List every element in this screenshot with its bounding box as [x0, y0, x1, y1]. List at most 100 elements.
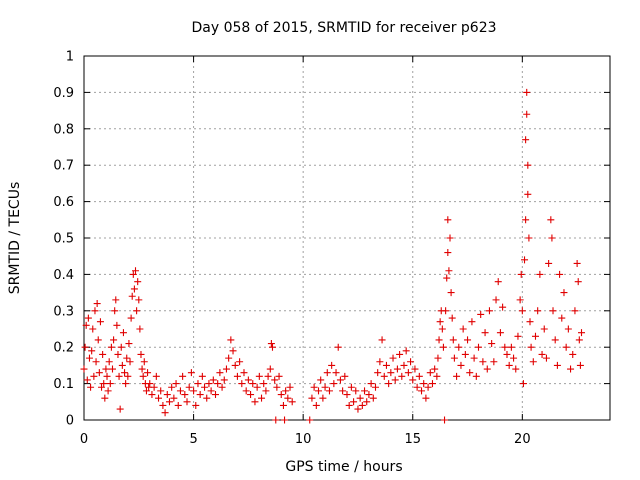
data-point	[450, 354, 458, 362]
data-point	[119, 329, 127, 337]
data-point	[236, 358, 244, 366]
data-point	[325, 387, 333, 395]
data-point	[354, 405, 362, 413]
data-point	[492, 296, 500, 304]
data-point	[485, 307, 493, 315]
data-point	[262, 387, 270, 395]
data-point	[522, 136, 530, 144]
data-point	[176, 387, 184, 395]
data-point	[521, 256, 529, 264]
data-point	[523, 88, 531, 96]
data-point	[127, 314, 135, 322]
data-point	[277, 391, 285, 399]
data-point	[453, 372, 461, 380]
data-point	[273, 383, 281, 391]
data-point	[201, 383, 209, 391]
data-point	[455, 343, 463, 351]
data-point	[341, 372, 349, 380]
data-point	[503, 350, 511, 358]
data-point	[242, 387, 250, 395]
data-point	[380, 372, 388, 380]
data-point	[553, 361, 561, 369]
data-point	[84, 314, 92, 322]
data-point	[212, 391, 219, 399]
data-point	[435, 336, 443, 344]
data-point	[501, 343, 509, 351]
data-point	[240, 369, 248, 377]
data-point	[116, 405, 124, 413]
data-point	[205, 380, 213, 388]
data-point	[475, 343, 482, 351]
data-point	[150, 383, 158, 391]
data-point	[142, 387, 150, 395]
y-tick-label: 0.4	[53, 268, 74, 283]
data-point	[339, 387, 347, 395]
data-point	[104, 387, 112, 395]
data-point	[444, 216, 452, 224]
data-point	[569, 350, 577, 358]
data-point	[92, 358, 100, 366]
data-point	[542, 354, 550, 362]
data-point	[238, 380, 246, 388]
data-point	[549, 307, 557, 315]
data-point	[444, 249, 452, 257]
data-point	[247, 391, 255, 399]
data-point	[461, 350, 469, 358]
data-point	[428, 380, 436, 388]
data-point	[170, 394, 178, 402]
data-point	[98, 383, 106, 391]
data-point	[352, 387, 360, 395]
data-point	[268, 343, 276, 351]
data-points	[80, 88, 586, 424]
data-point	[385, 380, 393, 388]
data-point	[95, 369, 103, 377]
data-point	[547, 216, 555, 224]
data-point	[578, 329, 586, 337]
data-point	[87, 383, 95, 391]
data-point	[181, 391, 189, 399]
data-point	[371, 383, 379, 391]
data-point	[196, 391, 204, 399]
data-point	[496, 329, 504, 337]
data-point	[157, 387, 165, 395]
data-point	[115, 372, 123, 380]
data-point	[560, 289, 568, 297]
data-point	[382, 361, 390, 369]
data-point	[128, 292, 136, 300]
data-point	[129, 270, 137, 278]
data-point	[214, 380, 222, 388]
data-point	[118, 361, 126, 369]
y-tick-label: 0.5	[53, 232, 74, 247]
data-point	[264, 372, 272, 380]
data-point	[347, 383, 355, 391]
data-point	[111, 307, 119, 315]
data-point	[479, 358, 487, 366]
data-point	[99, 350, 107, 358]
data-point	[445, 267, 453, 275]
data-point	[356, 394, 364, 402]
data-point	[134, 278, 142, 286]
data-point	[358, 401, 366, 409]
x-tick-label: 5	[189, 432, 197, 447]
data-point	[548, 234, 556, 242]
axis-ticks: 00.10.20.30.40.50.60.70.80.910 5 10 15 20	[53, 50, 610, 447]
data-point	[523, 110, 531, 118]
data-point	[165, 398, 173, 406]
data-point	[376, 358, 384, 366]
data-point	[363, 398, 371, 406]
data-point	[124, 372, 132, 380]
data-point	[433, 372, 441, 380]
data-point	[556, 270, 564, 278]
data-point	[112, 296, 120, 304]
data-point	[117, 343, 125, 351]
data-point	[466, 369, 474, 377]
data-point	[350, 398, 358, 406]
data-point	[310, 383, 318, 391]
x-tick-label: 10	[295, 432, 312, 447]
data-point	[526, 318, 534, 326]
data-point	[378, 336, 386, 344]
data-point	[446, 234, 454, 242]
data-point	[404, 369, 412, 377]
data-point	[130, 285, 138, 293]
